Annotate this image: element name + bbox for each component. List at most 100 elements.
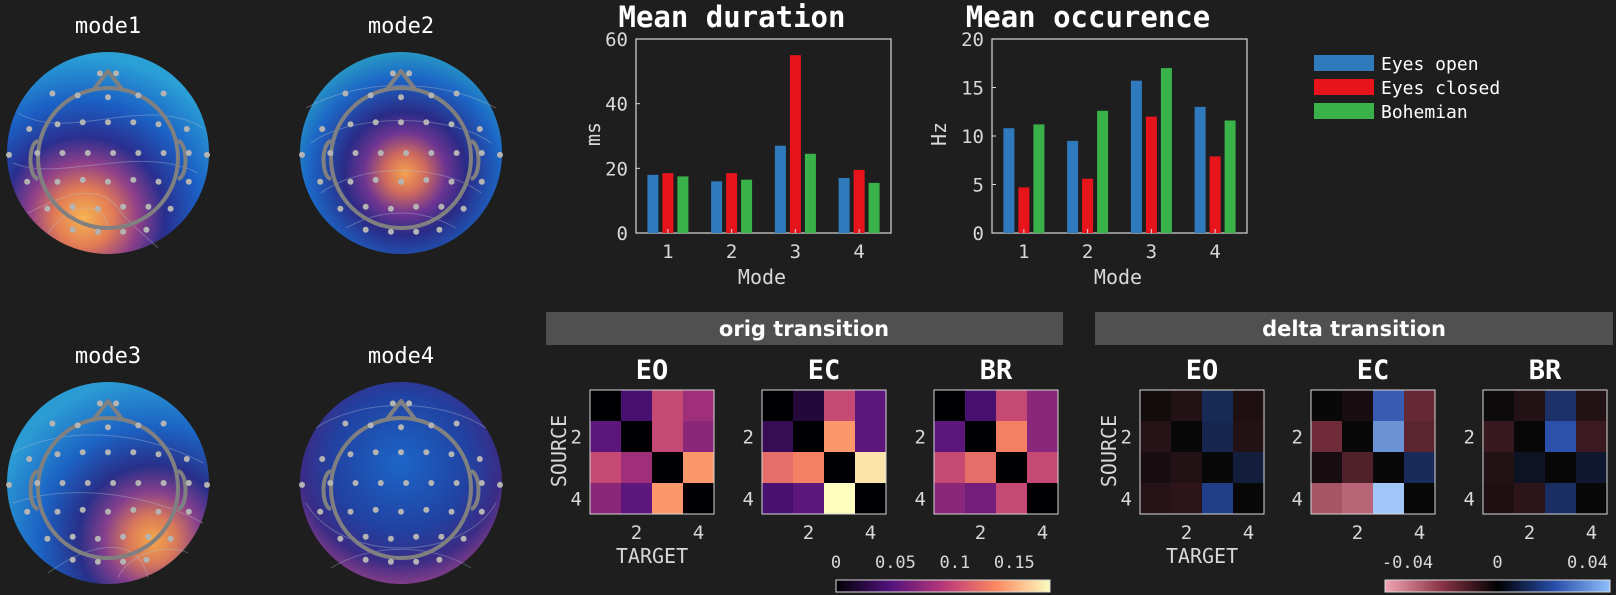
heatmap-cell-br-r3c2 — [965, 452, 997, 484]
electrode-dot — [105, 119, 111, 126]
heatmap-cell-br-r4c2 — [1514, 483, 1546, 515]
head-outline-icon — [299, 69, 503, 235]
y-tick-label: 4 — [1292, 489, 1303, 511]
electrode-dot — [453, 420, 460, 427]
heatmap-cell-ec-r2c2 — [1342, 421, 1374, 453]
heatmap-cell-br-r4c1 — [934, 483, 966, 515]
electrode-dot — [94, 205, 101, 212]
y-tick-label: 0 — [973, 223, 984, 245]
contour-line — [27, 192, 159, 249]
electrode-dot — [448, 508, 455, 515]
bar-eyes-open-mode3 — [774, 145, 786, 233]
contour-line — [47, 207, 109, 234]
electrode-dot — [362, 556, 369, 563]
heatmap-frame — [761, 389, 887, 515]
nose — [385, 399, 417, 421]
heatmap-cell-br-r1c3 — [1545, 390, 1577, 422]
electrode-dot — [185, 508, 192, 515]
electrode-dot — [497, 481, 503, 488]
x-tick-label: 2 — [1082, 241, 1093, 263]
electrode-dot — [143, 226, 150, 233]
electrode-dot — [145, 203, 152, 210]
heatmap-cell-eo-r2c1 — [590, 421, 622, 453]
contour-line — [305, 502, 497, 549]
electrode-dot — [26, 126, 33, 132]
x-axis-label: TARGET — [1166, 544, 1238, 568]
heatmap-cell-eo-r1c1 — [590, 390, 622, 422]
topomap-mode2: mode2 — [299, 14, 503, 254]
heatmap-cell-br-r1c4 — [1576, 390, 1608, 422]
heatmap-cell-ec-r4c4 — [855, 483, 887, 515]
nose — [385, 69, 417, 91]
legend-label: Eyes closed — [1381, 78, 1500, 99]
electrode-dot — [105, 178, 111, 185]
heatmap-cell-br-r2c3 — [996, 421, 1028, 453]
electrode-dot — [84, 480, 91, 486]
legend-swatch — [1314, 55, 1374, 71]
bar-bohemian-mode1 — [677, 176, 689, 233]
heatmap-cell-ec-r2c4 — [855, 421, 887, 453]
x-tick-label: 4 — [1586, 522, 1597, 544]
x-tick-label: 2 — [1524, 522, 1535, 544]
electrode-dot — [460, 535, 467, 542]
electrode-dot — [69, 556, 76, 563]
electrode-dot — [387, 535, 394, 542]
electrode-dot — [367, 92, 374, 99]
heatmap-cell-br-r4c1 — [1483, 483, 1515, 515]
electrode-dot — [24, 178, 31, 185]
electrode-dot — [327, 150, 334, 156]
electrode-dot — [453, 90, 460, 97]
x-tick-label: 1 — [1018, 241, 1029, 263]
electrode-dot — [167, 205, 174, 212]
heatmap-cell-br-r1c3 — [996, 390, 1028, 422]
bar-bohemian-mode3 — [804, 153, 816, 233]
contour-line — [117, 548, 189, 579]
electrode-dot — [347, 178, 354, 185]
electrode-dot — [44, 535, 51, 542]
heatmap-cell-ec-r1c1 — [762, 390, 794, 422]
y-tick-label: 4 — [743, 489, 754, 511]
heatmap-cell-ec-r4c2 — [1342, 483, 1374, 515]
x-tick-label: 2 — [803, 522, 814, 544]
bar-eyes-open-mode3 — [1130, 80, 1142, 233]
heatmap-cell-br-r4c4 — [1576, 483, 1608, 515]
heatmap-cell-eo-r3c1 — [590, 452, 622, 484]
bar-bohemian-mode4 — [1224, 120, 1236, 233]
heatmap-cell-ec-r3c3 — [1373, 452, 1405, 484]
electrode-dot — [79, 506, 86, 513]
electrode-dot — [113, 70, 120, 77]
topomap-disc — [7, 52, 209, 254]
electrode-dot — [478, 508, 485, 515]
electrode-dot — [436, 556, 443, 563]
electrode-dot — [398, 508, 404, 515]
heatmap-cell-ec-r3c4 — [855, 452, 887, 484]
electrode-dot — [24, 508, 31, 515]
electrode-dot — [105, 94, 111, 101]
electrode-dot — [94, 228, 101, 235]
electrode-dot — [135, 480, 142, 486]
topomap-disc — [300, 382, 502, 584]
electrode-dot — [105, 508, 111, 515]
heatmap-cell-br-r2c4 — [1027, 421, 1059, 453]
electrode-dot — [105, 424, 111, 431]
electrode-dot — [478, 178, 485, 185]
heatmap-cell-eo-r3c1 — [1140, 452, 1172, 484]
heatmap-group-delta-transition: delta transition EO EC BR SOURCE TARGET … — [1095, 312, 1613, 593]
heatmap-cell-ec-r2c3 — [1373, 421, 1405, 453]
colorbar-tick-label: -0.04 — [1382, 553, 1433, 573]
heatmap-cell-ec-r3c1 — [1311, 452, 1343, 484]
electrode-dot — [387, 558, 394, 565]
head-outline-icon — [6, 399, 210, 579]
colorbar-tick-label: 0.04 — [1567, 553, 1608, 573]
bar-bohemian-mode1 — [1033, 124, 1045, 233]
heatmap-cell-ec-r4c1 — [1311, 483, 1343, 515]
heatmap-cell-ec-r4c1 — [762, 483, 794, 515]
heatmap-cell-eo-r1c3 — [1202, 390, 1234, 422]
panel-title: BR — [1529, 355, 1562, 386]
electrode-dot — [120, 203, 127, 210]
colorbar-tick-label: 0 — [1492, 553, 1502, 573]
electrode-dot — [54, 178, 61, 185]
heatmap-cell-br-r3c4 — [1576, 452, 1608, 484]
electrode-dot — [94, 558, 101, 565]
bar-eyes-open-mode2 — [711, 181, 723, 233]
